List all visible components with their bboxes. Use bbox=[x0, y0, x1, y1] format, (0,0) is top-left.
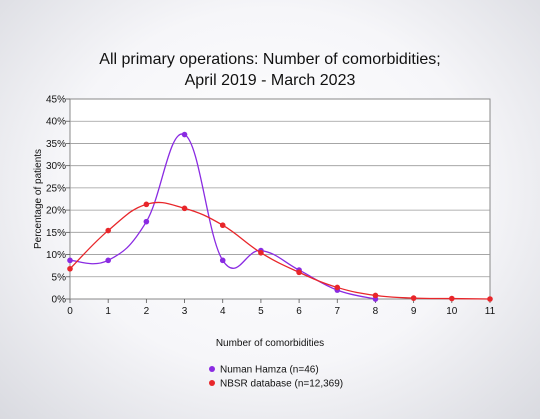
y-tick-label: 25% bbox=[46, 183, 66, 194]
x-tick-label: 1 bbox=[105, 306, 111, 317]
data-point-nbsr-database bbox=[449, 295, 455, 302]
data-point-nbsr-database bbox=[105, 227, 111, 234]
data-point-nbsr-database bbox=[372, 292, 379, 299]
y-tick-label: 0% bbox=[52, 295, 67, 306]
grid bbox=[69, 98, 491, 300]
y-tick-label: 35% bbox=[46, 139, 66, 150]
y-tick-label: 40% bbox=[46, 117, 66, 128]
data-point-numan-hamza bbox=[181, 131, 188, 138]
x-tick-label: 7 bbox=[334, 306, 340, 317]
data-point-nbsr-database bbox=[487, 296, 493, 302]
axes: 0% 5% 10% 15% 20% 25% 30% 35% 40% 45% 0 1 2 3 4 5 6 7 8 9 10… bbox=[46, 95, 496, 318]
data-point-numan-hamza bbox=[143, 218, 150, 225]
data-point-nbsr-database bbox=[143, 201, 150, 208]
y-axis-label: Percentage of patients bbox=[33, 149, 44, 249]
legend: Numan Hamza (n=46) NBSR database (n=12,36… bbox=[209, 365, 343, 390]
data-point-nbsr-database bbox=[258, 249, 264, 256]
y-tick-label: 20% bbox=[46, 206, 66, 217]
x-tick-label: 8 bbox=[373, 306, 379, 317]
data-point-numan-hamza bbox=[105, 257, 111, 264]
data-point-numan-hamza bbox=[219, 257, 226, 264]
series-line-nbsr-database bbox=[69, 201, 491, 300]
y-tick-label: 15% bbox=[46, 228, 66, 239]
x-axis-label: Number of comorbidities bbox=[216, 338, 324, 349]
chart-title-line-1: All primary operations: Number of comorb… bbox=[99, 51, 440, 68]
x-tick-label: 5 bbox=[258, 306, 264, 317]
y-tick-label: 5% bbox=[52, 272, 67, 283]
legend-label-numan-hamza: Numan Hamza (n=46) bbox=[220, 365, 319, 376]
plot-area bbox=[69, 98, 491, 300]
x-tick-label: 2 bbox=[144, 306, 150, 317]
x-tick-label: 11 bbox=[485, 306, 496, 317]
x-tick-label: 0 bbox=[67, 306, 73, 317]
data-point-nbsr-database bbox=[296, 269, 302, 276]
data-point-nbsr-database bbox=[219, 222, 226, 229]
y-tick-label: 10% bbox=[46, 250, 66, 261]
x-tick-label: 6 bbox=[296, 306, 302, 317]
legend-marker-nbsr-database bbox=[209, 380, 215, 386]
x-tick-label: 10 bbox=[446, 306, 458, 317]
x-tick-label: 3 bbox=[182, 306, 188, 317]
data-point-nbsr-database bbox=[181, 205, 188, 212]
series-layer bbox=[67, 131, 493, 302]
x-tick-label: 4 bbox=[220, 306, 226, 317]
legend-marker-numan-hamza bbox=[209, 366, 215, 372]
data-point-nbsr-database bbox=[410, 295, 417, 301]
y-tick-label: 30% bbox=[46, 161, 66, 172]
legend-label-nbsr-database: NBSR database (n=12,369) bbox=[220, 379, 343, 390]
y-tick-label: 45% bbox=[46, 95, 66, 106]
data-point-nbsr-database bbox=[334, 284, 341, 291]
data-point-nbsr-database bbox=[67, 265, 73, 272]
data-point-numan-hamza bbox=[67, 257, 73, 264]
chart-title-line-2: April 2019 - March 2023 bbox=[185, 72, 356, 89]
x-tick-label: 9 bbox=[411, 306, 417, 317]
